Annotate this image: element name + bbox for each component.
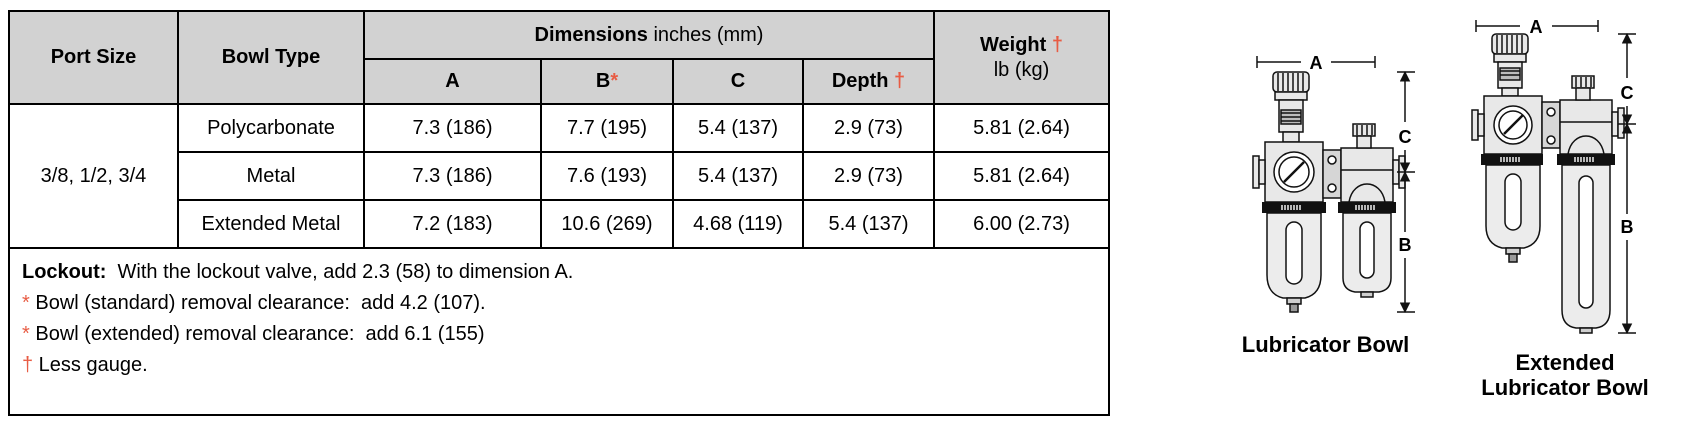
- table-row: 3/8, 1/2, 3/4 Polycarbonate 7.3 (186) 7.…: [8, 103, 1110, 249]
- cell-dim-a: 7.3 (186): [363, 151, 542, 201]
- header-bowl-type: Bowl Type: [177, 10, 365, 105]
- dagger-mark: †: [894, 70, 906, 92]
- header-col-b: B*: [540, 58, 674, 105]
- note-less-gauge: † Less gauge.: [22, 354, 148, 376]
- caption-lubricator-bowl: Lubricator Bowl: [1241, 332, 1410, 357]
- cell-depth: 5.4 (137): [802, 199, 935, 249]
- note-lockout: Lockout: With the lockout valve, add 2.3…: [22, 261, 574, 283]
- dim-label-a: A: [1310, 53, 1323, 73]
- lubricator-body: [1559, 99, 1613, 155]
- cell-dim-a: 7.3 (186): [363, 103, 542, 153]
- dim-label-b: B: [1399, 235, 1412, 255]
- dim-line-b: [1397, 170, 1415, 314]
- cell-bowl-type: Polycarbonate: [177, 103, 365, 153]
- note-standard-clearance: * Bowl (standard) removal clearance: add…: [22, 292, 486, 314]
- dim-line-c: [1618, 32, 1636, 126]
- cell-dim-c: 4.68 (119): [672, 199, 804, 249]
- drain-valve: [1289, 303, 1299, 313]
- header-col-depth: Depth †: [802, 58, 935, 105]
- cell-bowl-type: Metal: [177, 151, 365, 201]
- header-col-a: A: [363, 58, 542, 105]
- table-row: Metal 7.3 (186) 7.6 (193) 5.4 (137) 2.9 …: [9, 151, 1110, 201]
- dim-label-c: C: [1621, 83, 1634, 103]
- dim-line-a: [1256, 56, 1376, 68]
- header-port-size: Port Size: [8, 10, 179, 105]
- dim-line-b: [1618, 122, 1636, 335]
- cell-dim-c: 5.4 (137): [672, 103, 804, 153]
- asterisk-mark: *: [610, 70, 619, 92]
- dim-label-b: B: [1621, 217, 1634, 237]
- drain-valve: [1508, 253, 1518, 263]
- cell-weight: 5.81 (2.64): [933, 103, 1110, 153]
- cell-depth: 2.9 (73): [802, 103, 935, 153]
- cell-dim-a: 7.2 (183): [363, 199, 542, 249]
- dim-line-a: [1475, 20, 1599, 32]
- bowl-collars: [1481, 154, 1615, 165]
- header-weight-units: lb (kg): [993, 58, 1050, 81]
- cell-depth: 2.9 (73): [802, 151, 935, 201]
- cell-dim-b: 7.6 (193): [540, 151, 674, 201]
- cell-dim-b: 10.6 (269): [540, 199, 674, 249]
- bowl-collars: [1262, 202, 1396, 213]
- cell-weight: 6.00 (2.73): [933, 199, 1110, 249]
- caption-extended-lubricator-bowl: Extended Lubricator Bowl: [1481, 350, 1649, 400]
- dimensions-table: Port Size Bowl Type Dimensions inches (m…: [8, 10, 1110, 416]
- cell-bowl-type: Extended Metal: [177, 199, 365, 249]
- header-dimensions: Dimensions inches (mm): [363, 10, 935, 60]
- cell-port-size: 3/8, 1/2, 3/4: [8, 103, 179, 249]
- dagger-mark: †: [1051, 33, 1063, 56]
- table-row: Extended Metal 7.2 (183) 10.6 (269) 4.68…: [9, 199, 1110, 249]
- cell-dim-c: 5.4 (137): [672, 151, 804, 201]
- lubricator-body: [1340, 147, 1394, 203]
- dim-label-c: C: [1399, 127, 1412, 147]
- cell-dim-b: 7.7 (195): [540, 103, 674, 153]
- note-extended-clearance: * Bowl (extended) removal clearance: add…: [22, 323, 485, 345]
- asterisk-mark: *: [22, 323, 30, 345]
- header-col-c: C: [672, 58, 804, 105]
- lubricator-bowl-drawing: A: [1252, 53, 1415, 314]
- dagger-mark: †: [22, 354, 34, 376]
- asterisk-mark: *: [22, 292, 30, 314]
- footnotes: Lockout: With the lockout valve, add 2.3…: [8, 247, 1110, 416]
- cell-weight: 5.81 (2.64): [933, 151, 1110, 201]
- header-weight: Weight † lb (kg): [933, 10, 1110, 105]
- dim-label-a: A: [1530, 17, 1543, 37]
- extended-lubricator-bowl-drawing: A: [1471, 17, 1636, 335]
